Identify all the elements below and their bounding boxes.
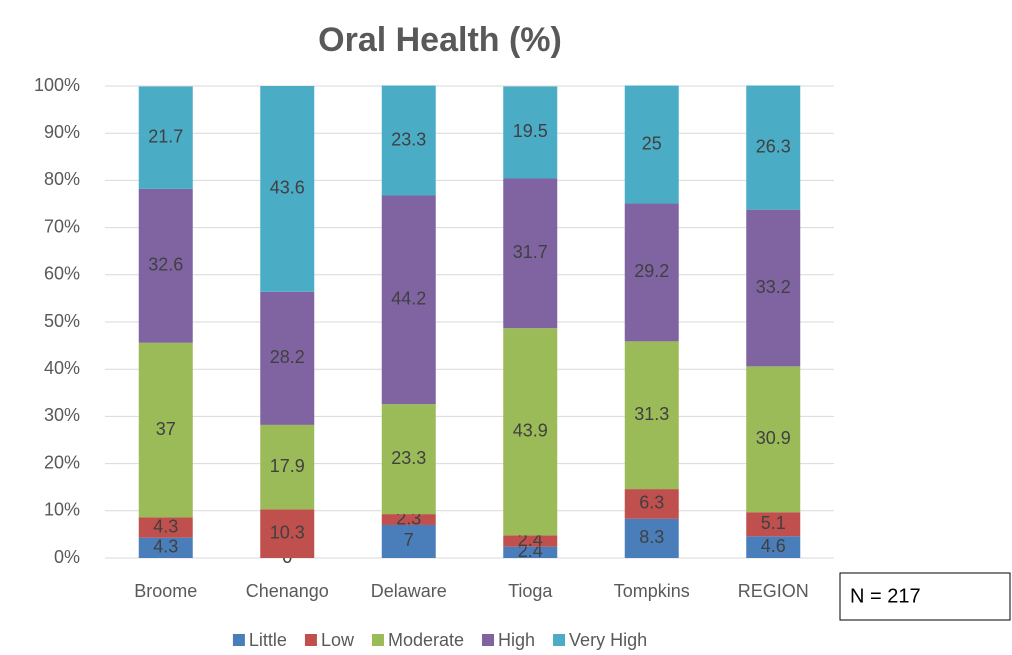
data-label: 25 xyxy=(642,133,662,153)
data-label: 10.3 xyxy=(270,522,305,542)
y-tick-label: 30% xyxy=(44,405,80,425)
bar-segment xyxy=(503,535,558,547)
data-label: 4.3 xyxy=(153,537,178,557)
bar-segment xyxy=(138,188,193,343)
y-tick-label: 80% xyxy=(44,169,80,189)
bar-segment xyxy=(746,209,801,367)
bar-segment xyxy=(624,518,679,558)
legend-label: High xyxy=(498,630,535,650)
bar-segment xyxy=(624,489,679,519)
data-label: 8.3 xyxy=(639,527,664,547)
chart-title: Oral Health (%) xyxy=(318,21,562,59)
data-label: 21.7 xyxy=(148,126,183,146)
data-label: 6.3 xyxy=(639,493,664,513)
legend-label: Very High xyxy=(569,630,647,650)
y-tick-label: 10% xyxy=(44,500,80,520)
bar-segment xyxy=(381,404,436,515)
data-label: 43.9 xyxy=(513,420,548,440)
y-tick-label: 100% xyxy=(34,75,80,95)
y-tick-label: 20% xyxy=(44,452,80,472)
bar-segment xyxy=(260,424,315,510)
data-label: 23.3 xyxy=(391,129,426,149)
data-label: 17.9 xyxy=(270,456,305,476)
bar-segment xyxy=(503,328,558,536)
bar-segment xyxy=(503,178,558,329)
data-label: 23.3 xyxy=(391,448,426,468)
bar-segment xyxy=(381,195,436,405)
data-label: 28.2 xyxy=(270,347,305,367)
legend-swatch xyxy=(482,634,495,646)
x-tick-label: REGION xyxy=(738,581,809,601)
data-label: 4.6 xyxy=(761,536,786,556)
legend-swatch xyxy=(553,634,566,646)
y-tick-label: 0% xyxy=(54,547,80,567)
bar-segment xyxy=(746,536,801,558)
y-tick-label: 60% xyxy=(44,264,80,284)
annotation-box xyxy=(839,572,1011,621)
bar-segment xyxy=(381,85,436,196)
legend-label: Low xyxy=(321,630,355,650)
bar-segment xyxy=(260,509,315,558)
bar-segment xyxy=(381,524,436,558)
data-label: 19.5 xyxy=(513,121,548,141)
bar-segment xyxy=(138,342,193,518)
data-label: 29.2 xyxy=(634,261,669,281)
bar-segment xyxy=(503,86,558,179)
x-tick-label: Delaware xyxy=(371,581,447,601)
data-label: 31.7 xyxy=(513,242,548,262)
bar-segment xyxy=(746,366,801,513)
bar-segment xyxy=(138,86,193,189)
x-tick-label: Tompkins xyxy=(614,581,690,601)
legend-swatch xyxy=(232,634,245,646)
bar-segment xyxy=(503,546,558,558)
annotation: N = 217 xyxy=(850,585,921,607)
bar-segment xyxy=(746,85,801,210)
data-label: 32.6 xyxy=(148,255,183,275)
data-label: 33.2 xyxy=(756,277,791,297)
bar-segment xyxy=(138,517,193,538)
data-label: 26.3 xyxy=(756,136,791,156)
bar-segment xyxy=(260,86,315,292)
y-tick-label: 50% xyxy=(44,311,80,331)
legend-swatch xyxy=(371,634,384,646)
x-tick-label: Tioga xyxy=(508,581,553,601)
legend-label: Little xyxy=(249,630,287,650)
bar-segment xyxy=(624,203,679,342)
y-tick-label: 40% xyxy=(44,358,80,378)
data-label: 43.6 xyxy=(270,178,305,198)
x-tick-label: Chenango xyxy=(246,581,329,601)
y-tick-label: 90% xyxy=(44,122,80,142)
legend-label: Moderate xyxy=(388,630,464,650)
data-label: 37 xyxy=(156,419,176,439)
data-label: 30.9 xyxy=(756,428,791,448)
data-label: 4.3 xyxy=(153,516,178,536)
bar-segment xyxy=(138,537,193,558)
data-label: 5.1 xyxy=(761,513,786,533)
y-tick-label: 70% xyxy=(44,216,80,236)
bar-segment xyxy=(624,85,679,204)
bar-segment xyxy=(381,514,436,525)
data-label: 7 xyxy=(404,530,414,550)
data-label: 31.3 xyxy=(634,404,669,424)
bar-segment xyxy=(260,291,315,425)
legend-swatch xyxy=(304,634,317,646)
x-tick-label: Broome xyxy=(134,581,197,601)
bar-segment xyxy=(746,512,801,537)
bar-segment xyxy=(624,341,679,490)
data-label: 44.2 xyxy=(391,289,426,309)
